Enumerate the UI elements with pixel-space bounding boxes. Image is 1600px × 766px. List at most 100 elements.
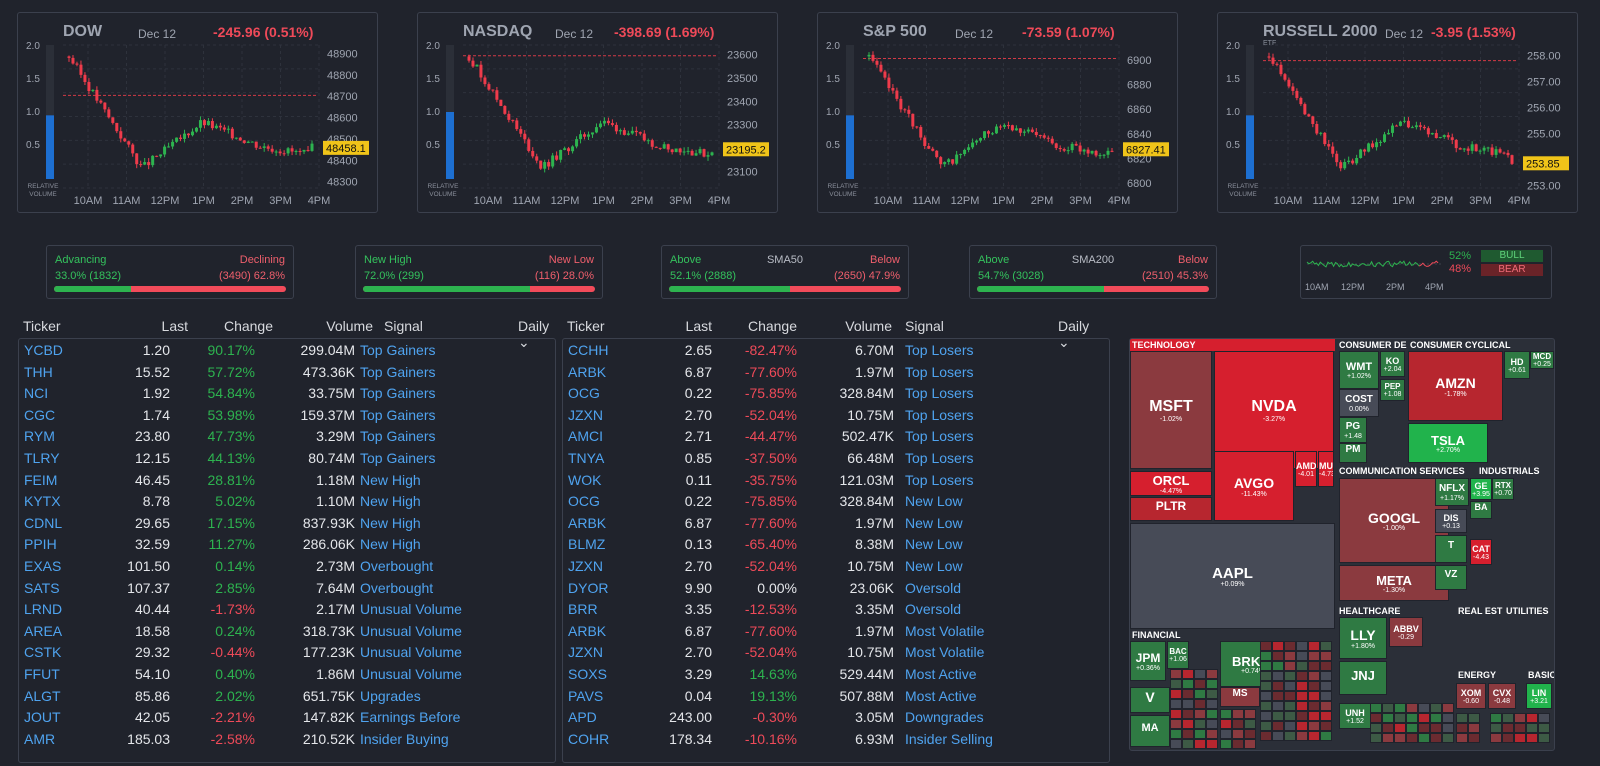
heatmap-tile-small[interactable] <box>1308 731 1320 741</box>
signal-link[interactable]: Oversold <box>905 579 962 596</box>
heatmap-tile-small[interactable] <box>1514 713 1526 723</box>
heatmap-tile-small[interactable] <box>1538 713 1550 723</box>
heatmap-tile-small[interactable] <box>1170 729 1182 739</box>
ticker-link[interactable]: SATS <box>24 579 60 596</box>
heatmap-tile-small[interactable] <box>1170 669 1182 679</box>
heatmap-tile-small[interactable] <box>1418 703 1430 713</box>
heatmap-tile-small[interactable] <box>1284 681 1296 691</box>
heatmap-tile-small[interactable] <box>1308 651 1320 661</box>
heatmap-tile-small[interactable] <box>1502 723 1514 733</box>
heatmap-tile-small[interactable] <box>1296 711 1308 721</box>
heatmap-tile-small[interactable] <box>1442 703 1454 713</box>
signal-link[interactable]: Unusual Volume <box>360 601 462 618</box>
heatmap-tile-small[interactable] <box>1502 713 1514 723</box>
heatmap-tile-small[interactable] <box>1382 723 1394 733</box>
heatmap-tile-small[interactable] <box>1514 723 1526 733</box>
heatmap-tile-small[interactable] <box>1170 699 1182 709</box>
heatmap-tile-small[interactable] <box>1220 729 1232 739</box>
heatmap-tile-small[interactable] <box>1308 711 1320 721</box>
heatmap-tile-small[interactable] <box>1260 731 1272 741</box>
table-row[interactable]: AMR 185.03 -2.58% 210.52K Insider Buying <box>19 728 555 750</box>
ticker-link[interactable]: FEIM <box>24 471 58 488</box>
heatmap-tile-small[interactable] <box>1442 713 1454 723</box>
heatmap-tile-small[interactable] <box>1370 733 1382 743</box>
heatmap-tile-small[interactable] <box>1514 733 1526 743</box>
heatmap-tile-small[interactable] <box>1382 733 1394 743</box>
heatmap-tile-small[interactable] <box>1206 739 1218 749</box>
heatmap-tile-small[interactable] <box>1320 681 1332 691</box>
table-row[interactable]: ARBK 6.87 -77.60% 1.97M Most Volatile <box>563 620 1109 642</box>
heatmap-tile-small[interactable] <box>1320 671 1332 681</box>
heatmap-tile-small[interactable] <box>1194 739 1206 749</box>
signal-link[interactable]: Top Losers <box>905 471 974 488</box>
ticker-link[interactable]: DYOR <box>568 579 609 596</box>
heatmap-tile-small[interactable] <box>1308 721 1320 731</box>
index-panel-russell[interactable]: 258.00 257.00 256.00 255.00 253.00 10AM 11AM 12… <box>1217 12 1578 213</box>
heatmap-tile-small[interactable] <box>1284 641 1296 651</box>
heatmap-tile-small[interactable] <box>1220 719 1232 729</box>
table-row[interactable]: OCG 0.22 -75.85% 328.84M Top Losers <box>563 382 1109 404</box>
heatmap-tile-small[interactable] <box>1526 723 1538 733</box>
heatmap-tile[interactable]: UNH +1.52 <box>1339 703 1371 729</box>
signal-link[interactable]: Top Gainers <box>360 450 436 466</box>
signal-link[interactable]: New Low <box>905 558 963 574</box>
ticker-link[interactable]: JZXN <box>568 406 603 423</box>
signal-link[interactable]: New High <box>360 493 421 510</box>
heatmap-tile[interactable]: PG +1.48 <box>1339 417 1367 443</box>
breadth-widget[interactable]: Above SMA50 Below 52.1% (2888) (2650) 47… <box>661 245 909 299</box>
signal-link[interactable]: Most Active <box>905 666 977 682</box>
heatmap-tile[interactable]: VZ <box>1435 565 1467 590</box>
heatmap-tile[interactable]: PM <box>1339 443 1367 463</box>
table-row[interactable]: SATS 107.37 2.85% 7.64M Overbought <box>19 577 555 599</box>
signal-link[interactable]: Insider Selling <box>905 730 993 747</box>
col-header-ticker[interactable]: Ticker <box>23 318 61 334</box>
heatmap-tile-small[interactable] <box>1272 711 1284 721</box>
ticker-link[interactable]: THH <box>24 363 53 380</box>
heatmap-tile[interactable]: MS <box>1220 687 1260 707</box>
heatmap-tile-small[interactable] <box>1296 651 1308 661</box>
table-row[interactable]: WOK 0.11 -35.75% 121.03M Top Losers <box>563 469 1109 491</box>
signal-link[interactable]: Top Losers <box>905 342 974 358</box>
signal-link[interactable]: New High <box>360 471 421 488</box>
heatmap-tile-small[interactable] <box>1194 669 1206 679</box>
signal-link[interactable]: Downgrades <box>905 709 984 726</box>
ticker-link[interactable]: APD <box>568 709 597 726</box>
ticker-link[interactable]: CCHH <box>568 342 609 358</box>
ticker-link[interactable]: LRND <box>24 601 63 618</box>
signal-link[interactable]: New Low <box>905 493 963 510</box>
heatmap-tile-small[interactable] <box>1194 679 1206 689</box>
heatmap-tile-small[interactable] <box>1418 723 1430 733</box>
col-header-signal[interactable]: Signal <box>905 318 944 334</box>
table-row[interactable]: PPIH 32.59 11.27% 286.06K New High <box>19 533 555 555</box>
index-name[interactable]: RUSSELL 2000 <box>1263 23 1378 40</box>
heatmap-tile-small[interactable] <box>1296 691 1308 701</box>
table-row[interactable]: COHR 178.34 -10.16% 6.93M Insider Sellin… <box>563 728 1109 750</box>
heatmap-tile-small[interactable] <box>1182 739 1194 749</box>
ticker-link[interactable]: FFUT <box>24 666 60 682</box>
heatmap-tile-small[interactable] <box>1232 709 1244 719</box>
heatmap-tile-small[interactable] <box>1284 651 1296 661</box>
table-row[interactable]: JZXN 2.70 -52.04% 10.75M Top Losers <box>563 404 1109 426</box>
sector-label[interactable]: CONSUMER DE <box>1339 340 1407 350</box>
heatmap-tile-small[interactable] <box>1260 711 1272 721</box>
heatmap-tile-small[interactable] <box>1456 713 1468 723</box>
heatmap-tile-small[interactable] <box>1418 713 1430 723</box>
heatmap-tile-small[interactable] <box>1308 641 1320 651</box>
heatmap-tile-small[interactable] <box>1206 679 1218 689</box>
index-name[interactable]: S&P 500 <box>863 23 927 40</box>
heatmap-tile-small[interactable] <box>1308 681 1320 691</box>
signal-link[interactable]: New Low <box>905 536 963 553</box>
heatmap-tile[interactable]: AMD -4.01 <box>1295 451 1317 487</box>
table-row[interactable]: AREA 18.58 0.24% 318.73K Unusual Volume <box>19 620 555 642</box>
ticker-link[interactable]: TLRY <box>24 450 60 466</box>
heatmap-tile-small[interactable] <box>1182 719 1194 729</box>
heatmap-tile[interactable]: GE +3.95 <box>1470 478 1492 500</box>
col-header-signal[interactable]: Signal <box>384 318 423 334</box>
table-row[interactable]: JZXN 2.70 -52.04% 10.75M Most Volatile <box>563 641 1109 663</box>
ticker-link[interactable]: YCBD <box>24 342 63 358</box>
ticker-link[interactable]: BRR <box>568 601 598 618</box>
heatmap-tile-small[interactable] <box>1406 703 1418 713</box>
table-row[interactable]: CGC 1.74 53.98% 159.37M Top Gainers <box>19 404 555 426</box>
col-header-volume[interactable]: Volume <box>326 318 373 334</box>
sector-label[interactable]: BASIC <box>1528 670 1554 680</box>
